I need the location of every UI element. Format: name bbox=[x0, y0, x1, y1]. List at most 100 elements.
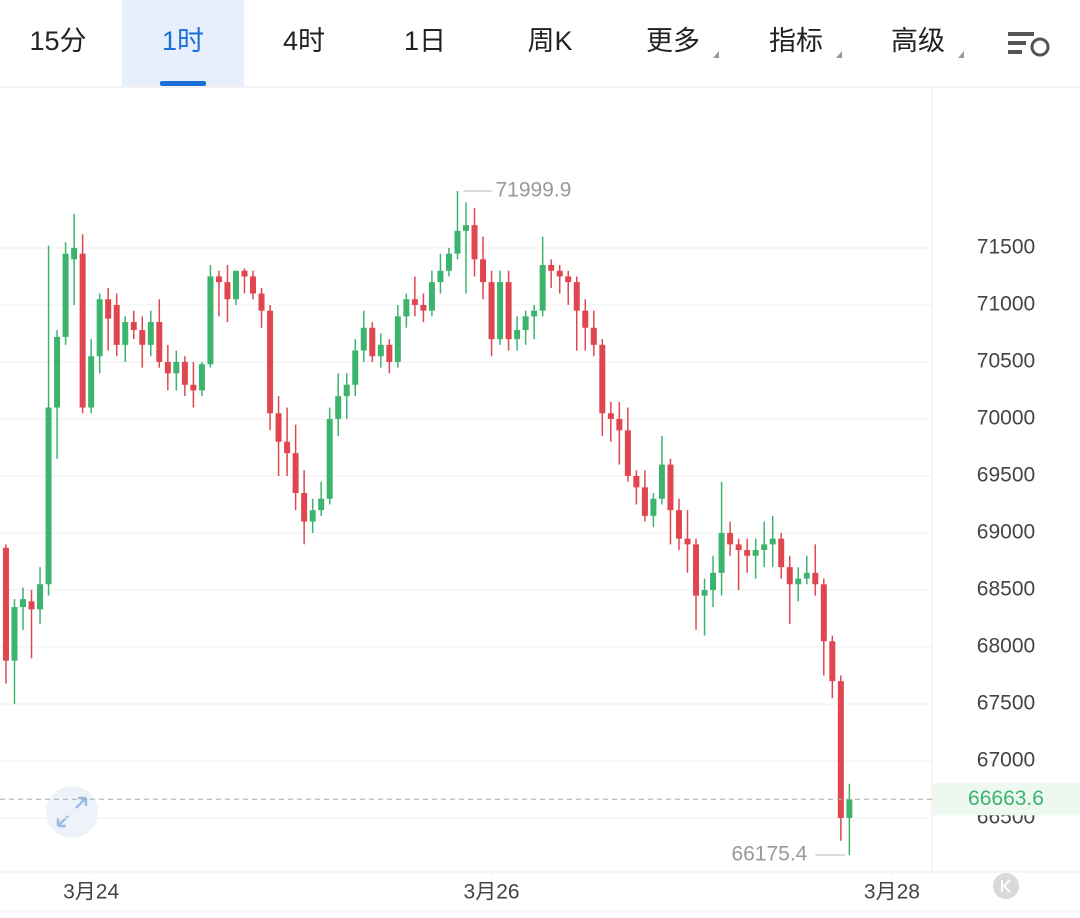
candle-body bbox=[309, 510, 316, 522]
candle-body bbox=[846, 799, 853, 818]
candle-body bbox=[284, 441, 291, 454]
dropdown-caret bbox=[836, 51, 842, 58]
candle-body bbox=[522, 316, 529, 331]
tab[interactable]: 1时 bbox=[162, 26, 204, 56]
candle-body bbox=[224, 282, 231, 300]
candle-body bbox=[829, 641, 836, 682]
candle-body bbox=[147, 322, 154, 345]
candle-body bbox=[812, 572, 819, 585]
candle-body bbox=[710, 572, 717, 590]
candle-body bbox=[190, 384, 197, 391]
y-tick-label: 67500 bbox=[977, 692, 1035, 715]
candle-body bbox=[701, 589, 708, 596]
candle-body bbox=[675, 510, 682, 539]
candle-body bbox=[667, 464, 674, 511]
tab[interactable]: 指标 bbox=[769, 26, 823, 56]
candle-body bbox=[164, 361, 171, 374]
y-tick-label: 70500 bbox=[977, 349, 1035, 372]
tab[interactable]: 1日 bbox=[404, 26, 446, 56]
expand-button[interactable] bbox=[46, 786, 98, 838]
y-tick-label: 69000 bbox=[977, 521, 1035, 544]
candle-body bbox=[633, 475, 640, 488]
tab[interactable]: 15分 bbox=[29, 26, 86, 56]
candle-body bbox=[71, 247, 78, 260]
y-tick-label: 71000 bbox=[977, 292, 1035, 315]
candle-body bbox=[113, 304, 120, 345]
candle-body bbox=[352, 350, 359, 385]
dropdown-caret bbox=[958, 51, 964, 58]
high-label: 71999.9 bbox=[495, 179, 571, 202]
candle-body bbox=[607, 413, 614, 419]
icon-bar bbox=[1008, 50, 1022, 54]
candle-body bbox=[624, 430, 631, 476]
candle-body bbox=[122, 322, 129, 345]
k-bg bbox=[993, 873, 1019, 899]
candle-body bbox=[795, 578, 802, 585]
candle-body bbox=[386, 344, 393, 362]
candle-body bbox=[45, 407, 52, 585]
candle-body bbox=[343, 384, 350, 397]
candle-body bbox=[428, 282, 435, 311]
tab[interactable]: 更多 bbox=[646, 26, 700, 56]
candle-body bbox=[62, 253, 69, 337]
settings-icon[interactable] bbox=[1008, 32, 1050, 57]
candle-body bbox=[437, 270, 444, 283]
candle-body bbox=[744, 550, 751, 556]
candle-body bbox=[454, 230, 461, 254]
candle-body bbox=[232, 270, 239, 300]
icon-gear bbox=[1030, 37, 1050, 57]
candle-body bbox=[258, 293, 265, 311]
y-tick-label: 71500 bbox=[977, 235, 1035, 258]
candle-body bbox=[531, 310, 538, 317]
candle-body bbox=[54, 336, 61, 408]
candle-body bbox=[403, 299, 410, 317]
candle-body bbox=[693, 544, 700, 596]
candle-body bbox=[488, 282, 495, 340]
candle-body bbox=[250, 276, 257, 294]
candle-body bbox=[275, 413, 282, 442]
candle-body bbox=[2, 547, 9, 661]
candle-body bbox=[658, 464, 665, 499]
candle-body bbox=[335, 396, 342, 419]
candle-body bbox=[548, 265, 555, 271]
candle-body bbox=[326, 418, 333, 499]
candle-body bbox=[497, 282, 504, 340]
k-button[interactable] bbox=[993, 873, 1019, 899]
icon-bar bbox=[1008, 41, 1026, 45]
candle-body bbox=[394, 316, 401, 362]
candle-body bbox=[292, 453, 299, 494]
candle-body bbox=[105, 299, 112, 319]
x-tick-label: 3月24 bbox=[63, 881, 119, 904]
candle-body bbox=[411, 299, 418, 305]
candle-body bbox=[96, 299, 103, 357]
y-tick-label: 68000 bbox=[977, 635, 1035, 658]
candle-body bbox=[599, 344, 606, 414]
candle-body bbox=[735, 544, 742, 551]
tab[interactable]: 高级 bbox=[891, 26, 945, 56]
candle-body bbox=[28, 601, 35, 610]
candle-body bbox=[318, 498, 325, 511]
candle-body bbox=[360, 327, 367, 351]
tab-indicator bbox=[160, 81, 206, 86]
candle-body bbox=[505, 282, 512, 340]
candle-body bbox=[377, 344, 384, 357]
candle-body bbox=[514, 330, 521, 340]
candle-body bbox=[267, 310, 274, 414]
y-tick-label: 68500 bbox=[977, 578, 1035, 601]
candle-body bbox=[79, 253, 86, 408]
tab[interactable]: 4时 bbox=[283, 26, 325, 56]
candle-body bbox=[565, 276, 572, 283]
candle-body bbox=[556, 270, 563, 277]
y-tick-label: 69500 bbox=[977, 463, 1035, 486]
candle-body bbox=[590, 327, 597, 345]
k-icon bbox=[1001, 879, 1011, 893]
candle-body bbox=[837, 681, 844, 818]
y-tick-label: 67000 bbox=[977, 749, 1035, 772]
candle-body bbox=[241, 270, 248, 277]
candle-body bbox=[207, 276, 214, 365]
tab[interactable]: 周K bbox=[527, 26, 572, 56]
x-tick-label: 3月28 bbox=[864, 881, 920, 904]
candle-body bbox=[582, 310, 589, 328]
